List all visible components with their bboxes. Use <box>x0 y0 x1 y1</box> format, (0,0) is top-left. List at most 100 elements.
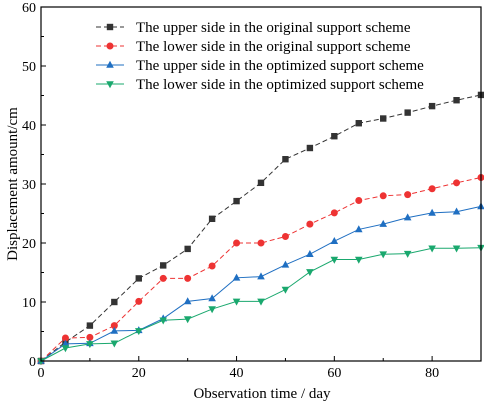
legend-marker <box>106 42 114 50</box>
data-point <box>257 272 265 280</box>
y-tick-label: 0 <box>29 355 36 370</box>
series-3 <box>37 202 484 364</box>
data-point <box>184 274 192 282</box>
y-tick-label: 40 <box>22 119 36 134</box>
data-point <box>428 245 436 253</box>
data-point <box>452 245 461 253</box>
legend-marker <box>106 81 114 89</box>
y-tick-label: 30 <box>22 178 36 193</box>
data-point <box>428 185 436 193</box>
data-point <box>208 294 216 302</box>
data-point <box>134 328 143 336</box>
data-point <box>111 298 118 306</box>
legend-label: The upper side in the original support s… <box>136 20 411 36</box>
series-4 <box>37 244 484 366</box>
legend-label: The upper side in the optimized support … <box>136 58 424 74</box>
data-point <box>159 317 168 325</box>
data-point <box>160 262 167 269</box>
legend-item: The upper side in the optimized support … <box>96 58 424 74</box>
series-line <box>40 177 482 362</box>
legend-item: The lower side in the original support s… <box>96 39 411 55</box>
data-point <box>86 333 94 341</box>
data-point <box>403 250 412 258</box>
y-tick-label: 60 <box>22 1 36 16</box>
data-point <box>404 109 411 116</box>
data-point <box>355 120 362 127</box>
ticks-layer: 0 20 40 60 80 0 10 20 30 40 50 60 <box>22 1 439 381</box>
data-point <box>331 133 338 140</box>
y-axis-label: Displacement amount/cm <box>5 107 21 261</box>
data-point <box>61 334 69 342</box>
data-point <box>110 340 119 348</box>
data-point <box>110 326 119 334</box>
data-point <box>208 306 216 314</box>
x-tick-label: 0 <box>38 366 45 381</box>
series-1 <box>37 91 484 365</box>
data-point <box>306 220 314 228</box>
y-tick-label: 10 <box>22 296 36 311</box>
y-tick-label: 50 <box>22 60 36 75</box>
data-point <box>379 251 388 259</box>
data-point <box>453 97 460 104</box>
legend-label: The lower side in the optimized support … <box>136 77 424 93</box>
series-2 <box>37 174 484 365</box>
data-point <box>61 345 70 353</box>
data-point <box>257 179 265 187</box>
data-point <box>452 207 461 215</box>
data-point <box>428 102 436 110</box>
data-point <box>330 256 339 264</box>
y-tick-label: 20 <box>22 237 36 252</box>
series-line <box>40 94 482 362</box>
legend-marker <box>106 60 114 68</box>
legend-item: The upper side in the original support s… <box>96 20 411 36</box>
data-point <box>86 322 94 329</box>
data-point <box>183 297 192 305</box>
data-point <box>379 219 388 227</box>
data-point <box>282 156 289 163</box>
legend: The upper side in the original support s… <box>96 20 424 93</box>
series-layer <box>37 91 484 366</box>
x-tick-label: 80 <box>425 366 439 381</box>
data-point <box>159 274 167 282</box>
data-point <box>135 297 143 305</box>
data-point <box>404 191 412 199</box>
data-point <box>354 225 363 233</box>
data-point <box>306 250 314 258</box>
data-point <box>257 239 265 247</box>
data-point <box>281 260 290 268</box>
x-tick-label: 20 <box>132 366 146 381</box>
data-point <box>453 179 461 187</box>
data-point <box>37 358 45 366</box>
series-line <box>40 205 482 362</box>
data-point <box>232 273 241 281</box>
data-point <box>403 213 412 221</box>
data-point <box>330 209 338 217</box>
data-point <box>355 197 363 205</box>
legend-item: The lower side in the optimized support … <box>96 77 424 93</box>
data-point <box>281 233 289 241</box>
data-point <box>232 298 241 306</box>
data-point <box>135 275 142 282</box>
data-point <box>208 262 216 270</box>
data-point <box>281 286 290 294</box>
data-point <box>306 144 314 152</box>
data-point <box>354 256 363 264</box>
legend-marker <box>106 23 114 31</box>
x-axis-label: Observation time / day <box>193 386 331 402</box>
data-point <box>233 197 240 205</box>
data-point <box>110 322 118 330</box>
data-point <box>61 339 70 347</box>
data-point <box>183 316 192 324</box>
data-point <box>330 237 339 245</box>
data-point <box>86 341 94 349</box>
data-point <box>428 208 436 216</box>
data-point <box>379 192 387 200</box>
data-point <box>306 269 314 277</box>
data-point <box>233 239 241 247</box>
x-tick-label: 40 <box>230 366 244 381</box>
x-tick-label: 60 <box>327 366 341 381</box>
data-point <box>257 298 265 306</box>
legend-label: The lower side in the original support s… <box>136 39 411 55</box>
